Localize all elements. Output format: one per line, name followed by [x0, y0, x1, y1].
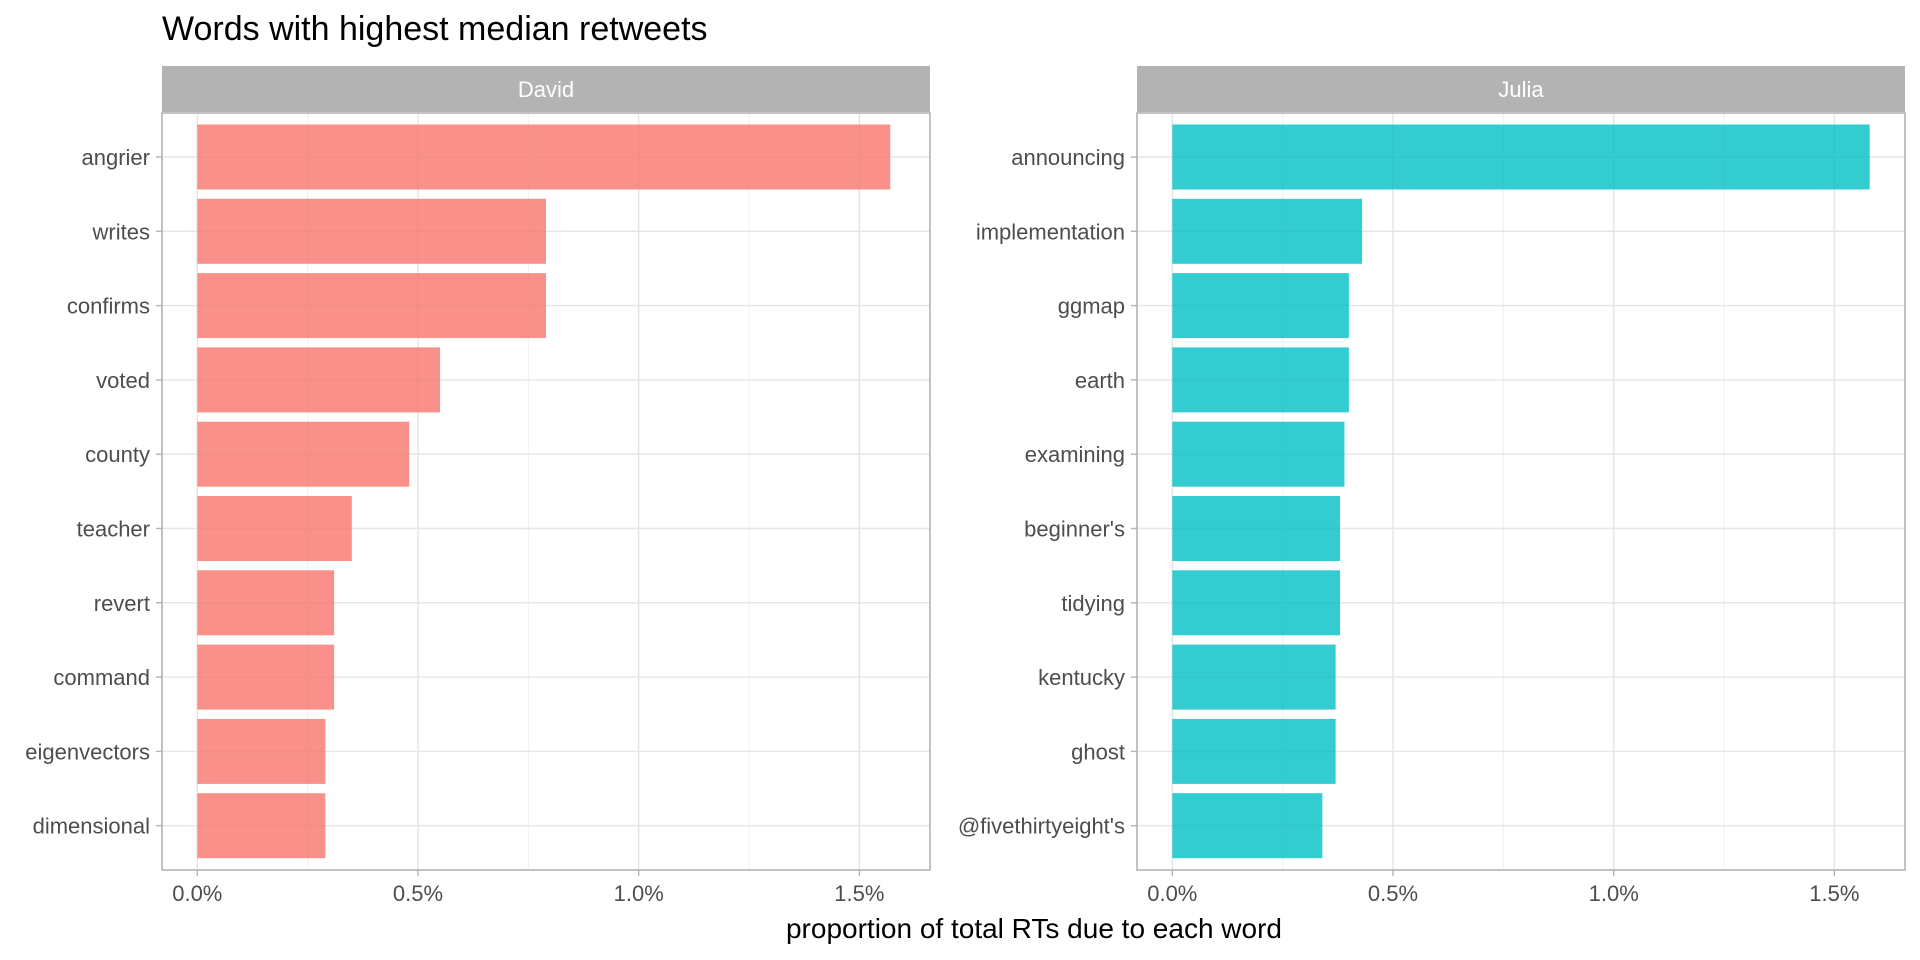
- y-tick-label: implementation: [976, 219, 1125, 244]
- y-tick-label: voted: [96, 368, 150, 393]
- bar-writes: [197, 198, 546, 264]
- y-tick-label: county: [85, 442, 150, 467]
- y-tick-label: revert: [94, 591, 150, 616]
- bar-implementation: [1172, 198, 1363, 264]
- y-tick-label: announcing: [1011, 145, 1125, 170]
- facet-strip: [1137, 66, 1905, 112]
- panel-david: David angrier writes confirms voted county tea…: [25, 66, 931, 906]
- y-tick-label: kentucky: [1038, 665, 1125, 690]
- bar-eigenvectors: [197, 718, 326, 784]
- y-tick-label: teacher: [77, 517, 150, 542]
- chart-title: Words with highest median retweets: [162, 10, 708, 48]
- bar-angrier: [197, 124, 891, 190]
- y-tick-label: examining: [1025, 442, 1125, 467]
- y-tick-label: earth: [1075, 368, 1125, 393]
- bar-teacher: [197, 496, 352, 561]
- bar-earth: [1172, 347, 1349, 413]
- x-tick-label: 0.0%: [1147, 881, 1197, 906]
- x-tick-label: 1.5%: [834, 881, 884, 906]
- y-tick-label: command: [53, 665, 150, 690]
- bar-ggmap: [1172, 273, 1349, 339]
- bar-voted: [197, 347, 441, 413]
- y-tick-label: writes: [92, 219, 150, 244]
- panels-layer: David angrier writes confirms voted county tea…: [25, 66, 1906, 906]
- bar-@fivethirtyeight's: [1172, 793, 1323, 859]
- x-axis-title: proportion of total RTs due to each word: [786, 913, 1282, 944]
- bar-kentucky: [1172, 644, 1336, 710]
- y-tick-label: ghost: [1071, 739, 1125, 764]
- bar-command: [197, 644, 335, 710]
- x-tick-label: 0.5%: [393, 881, 443, 906]
- x-tick-label: 1.5%: [1809, 881, 1859, 906]
- y-tick-label: tidying: [1061, 591, 1125, 616]
- y-tick-label: confirms: [67, 294, 150, 319]
- facet-strip-label: Julia: [1498, 77, 1544, 102]
- panel-border: [161, 112, 931, 871]
- bar-county: [197, 421, 410, 487]
- y-tick-label: dimensional: [33, 814, 150, 839]
- panel-julia: Julia announcing implementation ggmap earth e…: [958, 66, 1906, 906]
- bar-examining: [1172, 421, 1345, 487]
- bar-announcing: [1172, 124, 1870, 190]
- x-tick-label: 1.0%: [1589, 881, 1639, 906]
- facet-strip: [162, 66, 930, 112]
- x-tick-label: 0.0%: [172, 881, 222, 906]
- x-tick-label: 0.5%: [1368, 881, 1418, 906]
- bar-confirms: [197, 273, 546, 339]
- bar-beginner's: [1172, 496, 1341, 561]
- bar-tidying: [1172, 570, 1341, 636]
- bar-dimensional: [197, 793, 326, 859]
- facet-strip-label: David: [518, 77, 574, 102]
- y-tick-label: angrier: [82, 145, 150, 170]
- bar-ghost: [1172, 718, 1336, 784]
- y-tick-label: @fivethirtyeight's: [958, 814, 1125, 839]
- panel-border: [1136, 112, 1906, 871]
- x-tick-label: 1.0%: [614, 881, 664, 906]
- y-tick-label: eigenvectors: [25, 739, 150, 764]
- y-tick-label: beginner's: [1024, 517, 1125, 542]
- y-tick-label: ggmap: [1058, 294, 1125, 319]
- bar-revert: [197, 570, 335, 636]
